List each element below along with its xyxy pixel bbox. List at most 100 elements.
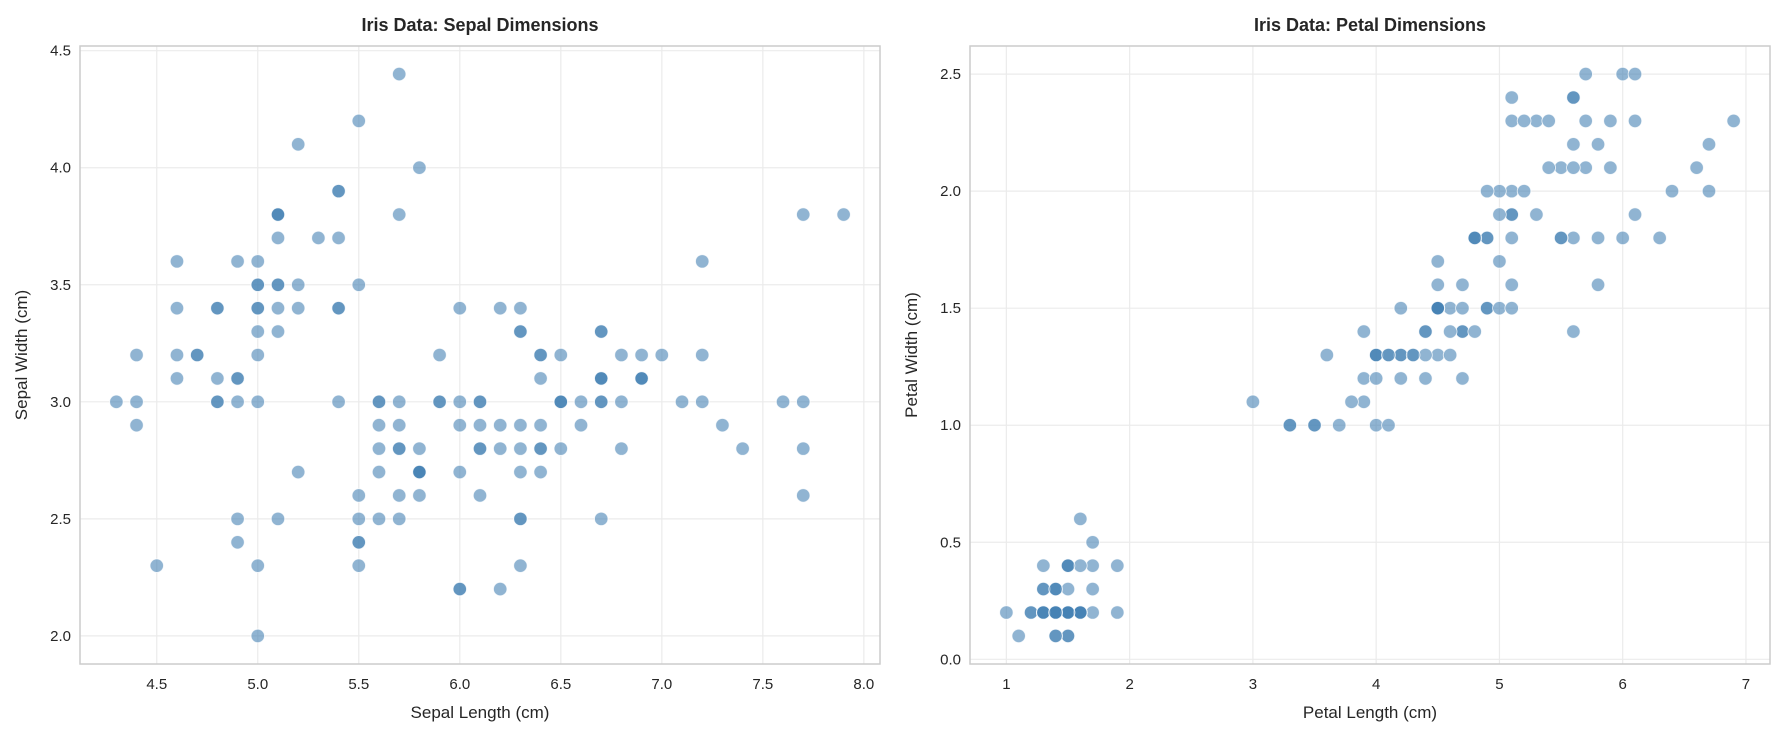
data-point: [1430, 254, 1446, 269]
data-point: [735, 441, 750, 456]
data-point: [795, 207, 811, 222]
data-point: [492, 581, 508, 597]
y-tick-label: 1.5: [940, 300, 961, 317]
data-point: [1442, 300, 1458, 316]
data-point: [513, 324, 528, 339]
data-point: [1110, 605, 1125, 620]
data-point: [1529, 207, 1544, 222]
data-point: [1504, 183, 1520, 199]
data-point: [533, 464, 548, 480]
data-point: [1726, 113, 1741, 129]
x-tick-label: 2: [1125, 676, 1133, 693]
data-point: [371, 394, 387, 410]
data-point: [593, 511, 609, 527]
data-point: [1060, 581, 1076, 597]
data-point: [553, 394, 569, 410]
data-point: [1578, 66, 1594, 82]
data-point: [694, 394, 710, 410]
data-point: [1516, 113, 1532, 129]
data-point: [533, 371, 548, 386]
data-point: [1492, 254, 1507, 269]
data-point: [371, 511, 387, 527]
data-point: [573, 394, 589, 410]
data-point: [149, 558, 165, 573]
data-point: [1590, 137, 1606, 152]
data-point: [634, 371, 649, 386]
data-point: [513, 417, 528, 433]
data-point: [210, 300, 225, 316]
data-point: [492, 441, 508, 456]
data-point: [553, 441, 569, 456]
data-point: [452, 464, 468, 480]
data-point: [250, 277, 266, 293]
data-point: [351, 511, 367, 527]
data-point: [1701, 137, 1717, 152]
data-point: [391, 66, 407, 82]
data-point: [169, 254, 185, 269]
data-point: [1627, 207, 1643, 222]
data-point: [1282, 417, 1298, 433]
x-tick-label: 3: [1249, 676, 1257, 693]
data-point: [452, 394, 468, 410]
data-point: [391, 417, 407, 433]
data-point: [290, 464, 306, 480]
data-point: [1615, 230, 1630, 246]
data-point: [351, 113, 367, 129]
data-point: [715, 417, 730, 433]
data-point: [129, 394, 144, 410]
data-point: [1368, 417, 1384, 433]
data-point: [331, 183, 346, 199]
y-tick-label: 3.0: [50, 394, 71, 411]
y-tick-label: 4.5: [50, 43, 71, 60]
data-point: [1381, 347, 1396, 363]
data-point: [1455, 371, 1470, 386]
data-point: [1442, 347, 1458, 363]
data-point: [351, 558, 367, 573]
data-point: [533, 417, 548, 433]
data-point: [694, 254, 710, 269]
axes-frame: [969, 45, 1771, 665]
data-point: [270, 300, 286, 316]
data-point: [331, 230, 346, 246]
data-point: [836, 207, 851, 222]
data-point: [1627, 66, 1643, 82]
data-point: [1664, 183, 1680, 199]
data-point: [391, 511, 407, 527]
x-tick-label: 8.0: [853, 676, 874, 693]
data-point: [492, 417, 508, 433]
data-point: [250, 558, 266, 573]
data-point: [1603, 160, 1618, 176]
data-point: [1479, 300, 1495, 316]
data-point: [189, 347, 205, 363]
data-point: [1393, 300, 1409, 316]
data-point: [1516, 183, 1532, 199]
data-point: [290, 300, 306, 316]
data-point: [1319, 347, 1335, 363]
chart-title: Iris Data: Sepal Dimensions: [361, 15, 598, 35]
data-point: [1566, 137, 1581, 152]
data-point: [371, 417, 387, 433]
data-point: [230, 371, 245, 386]
data-point: [1368, 371, 1384, 386]
data-point: [795, 488, 811, 503]
data-point: [230, 254, 245, 269]
data-point: [250, 394, 266, 410]
x-axis-label: Petal Length (cm): [1303, 703, 1437, 722]
data-point: [391, 488, 407, 503]
data-point: [513, 464, 528, 480]
data-point: [1504, 300, 1520, 316]
data-point: [614, 394, 629, 410]
data-point: [351, 534, 367, 550]
data-point: [270, 511, 286, 527]
data-point: [1566, 324, 1581, 339]
data-point: [1504, 207, 1520, 222]
data-point: [1356, 324, 1372, 339]
data-point: [472, 417, 488, 433]
data-point: [1036, 605, 1051, 620]
data-point: [331, 394, 346, 410]
data-point: [1393, 347, 1409, 363]
data-point: [1110, 558, 1125, 573]
data-point: [634, 347, 649, 363]
data-point: [1073, 558, 1088, 573]
